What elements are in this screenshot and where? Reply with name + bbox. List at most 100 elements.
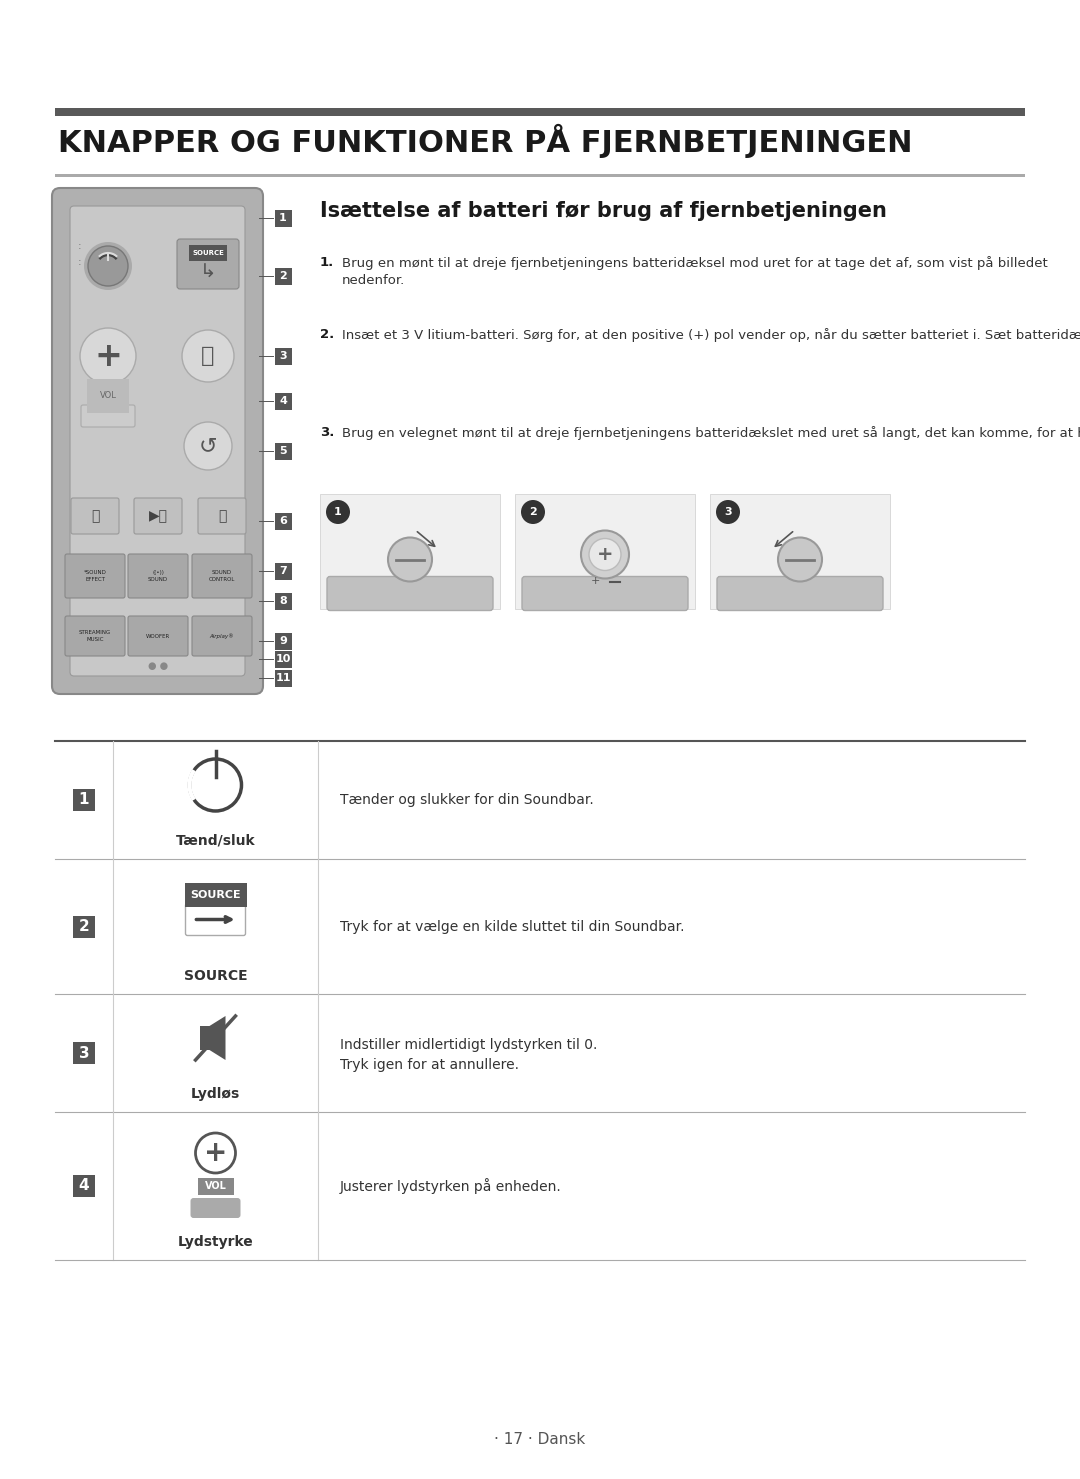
Text: 2.: 2. xyxy=(320,328,334,342)
Text: Justerer lydstyrken på enheden.: Justerer lydstyrken på enheden. xyxy=(340,1177,562,1194)
Circle shape xyxy=(778,537,822,581)
Text: 11: 11 xyxy=(275,673,291,683)
Text: 7: 7 xyxy=(279,566,287,575)
Circle shape xyxy=(581,531,629,578)
FancyBboxPatch shape xyxy=(717,577,883,611)
Text: Insæt et 3 V litium-batteri. Sørg for, at den positive (+) pol vender op, når du: Insæt et 3 V litium-batteri. Sørg for, a… xyxy=(342,328,1080,342)
FancyBboxPatch shape xyxy=(274,210,292,226)
Text: · 17 · Dansk: · 17 · Dansk xyxy=(495,1433,585,1448)
Text: ((•))
SOUND: ((•)) SOUND xyxy=(148,571,168,581)
Circle shape xyxy=(183,330,234,382)
Text: 4: 4 xyxy=(279,396,287,407)
Text: 3: 3 xyxy=(725,507,732,518)
Text: Lydstyrke: Lydstyrke xyxy=(177,1235,254,1248)
FancyBboxPatch shape xyxy=(710,494,890,609)
FancyBboxPatch shape xyxy=(327,577,492,611)
Bar xyxy=(55,175,1025,176)
FancyBboxPatch shape xyxy=(320,494,500,609)
Text: Isættelse af batteri før brug af fjernbetjeningen: Isættelse af batteri før brug af fjernbe… xyxy=(320,201,887,220)
Text: Brug en velegnet mønt til at dreje fjernbetjeningens batteridækslet med uret så : Brug en velegnet mønt til at dreje fjern… xyxy=(342,426,1080,439)
Circle shape xyxy=(388,537,432,581)
Text: SOURCE: SOURCE xyxy=(192,250,224,256)
Text: +: + xyxy=(597,544,613,563)
Text: Indstiller midlertidigt lydstyrken til 0.: Indstiller midlertidigt lydstyrken til 0… xyxy=(340,1038,597,1052)
Text: Tryk for at vælge en kilde sluttet til din Soundbar.: Tryk for at vælge en kilde sluttet til d… xyxy=(340,920,685,933)
FancyBboxPatch shape xyxy=(274,348,292,364)
Text: 3: 3 xyxy=(280,351,287,361)
Text: Brug en mønt til at dreje fjernbetjeningens batteridæksel mod uret for at tage d: Brug en mønt til at dreje fjernbetjening… xyxy=(342,256,1048,287)
Text: SOURCE: SOURCE xyxy=(190,889,241,899)
Text: 10: 10 xyxy=(275,654,291,664)
Text: Tryk igen for at annullere.: Tryk igen for at annullere. xyxy=(340,1057,519,1072)
FancyBboxPatch shape xyxy=(192,615,252,657)
FancyBboxPatch shape xyxy=(274,268,292,284)
FancyBboxPatch shape xyxy=(198,498,246,534)
Text: 1: 1 xyxy=(334,507,342,518)
Text: Tænd/sluk: Tænd/sluk xyxy=(176,834,255,847)
FancyBboxPatch shape xyxy=(185,883,246,907)
Text: +: + xyxy=(204,1139,227,1167)
Text: 2: 2 xyxy=(529,507,537,518)
FancyBboxPatch shape xyxy=(129,615,188,657)
Text: VOL: VOL xyxy=(204,1182,227,1191)
Text: 🔇: 🔇 xyxy=(201,346,215,365)
Text: 4: 4 xyxy=(79,1179,90,1194)
FancyBboxPatch shape xyxy=(198,1177,233,1195)
FancyBboxPatch shape xyxy=(274,562,292,580)
Text: Tænder og slukker for din Soundbar.: Tænder og slukker for din Soundbar. xyxy=(340,793,594,808)
Text: ↳: ↳ xyxy=(200,262,216,281)
Circle shape xyxy=(87,246,129,285)
Text: Lydløs: Lydløs xyxy=(191,1087,240,1100)
FancyBboxPatch shape xyxy=(515,494,696,609)
FancyBboxPatch shape xyxy=(200,1026,210,1050)
FancyBboxPatch shape xyxy=(134,498,183,534)
FancyBboxPatch shape xyxy=(65,615,125,657)
FancyBboxPatch shape xyxy=(129,555,188,598)
FancyBboxPatch shape xyxy=(274,633,292,649)
FancyBboxPatch shape xyxy=(274,442,292,460)
Text: ⏭: ⏭ xyxy=(218,509,226,524)
FancyBboxPatch shape xyxy=(73,1174,95,1197)
Text: +: + xyxy=(591,577,599,587)
Bar xyxy=(55,108,1025,115)
Text: 1.: 1. xyxy=(320,256,334,269)
Text: 6: 6 xyxy=(279,516,287,527)
FancyBboxPatch shape xyxy=(274,593,292,609)
Text: SOURCE: SOURCE xyxy=(184,969,247,984)
Text: 9: 9 xyxy=(279,636,287,646)
FancyBboxPatch shape xyxy=(73,1043,95,1063)
FancyBboxPatch shape xyxy=(274,513,292,529)
Circle shape xyxy=(716,500,740,524)
FancyBboxPatch shape xyxy=(65,555,125,598)
Text: 1: 1 xyxy=(79,793,90,808)
Text: 5: 5 xyxy=(280,447,287,456)
Text: 3: 3 xyxy=(79,1046,90,1060)
FancyBboxPatch shape xyxy=(52,188,264,694)
Circle shape xyxy=(589,538,621,571)
FancyBboxPatch shape xyxy=(192,555,252,598)
FancyBboxPatch shape xyxy=(189,246,227,260)
Circle shape xyxy=(184,422,232,470)
Text: KNAPPER OG FUNKTIONER PÅ FJERNBETJENINGEN: KNAPPER OG FUNKTIONER PÅ FJERNBETJENINGE… xyxy=(58,124,913,158)
Text: 8: 8 xyxy=(279,596,287,606)
FancyBboxPatch shape xyxy=(73,788,95,810)
FancyBboxPatch shape xyxy=(71,498,119,534)
FancyBboxPatch shape xyxy=(190,1198,241,1219)
FancyBboxPatch shape xyxy=(522,577,688,611)
Text: WOOFER: WOOFER xyxy=(146,633,171,639)
FancyBboxPatch shape xyxy=(70,206,245,676)
Text: SOUND
CONTROL: SOUND CONTROL xyxy=(208,571,235,581)
FancyBboxPatch shape xyxy=(73,916,95,938)
Text: 2: 2 xyxy=(79,918,90,935)
Circle shape xyxy=(326,500,350,524)
FancyBboxPatch shape xyxy=(274,392,292,410)
Text: Airplay®: Airplay® xyxy=(210,633,234,639)
FancyBboxPatch shape xyxy=(81,405,135,427)
Text: STREAMING
MUSIC: STREAMING MUSIC xyxy=(79,630,111,642)
FancyBboxPatch shape xyxy=(177,240,239,288)
Text: *SOUND
EFFECT: *SOUND EFFECT xyxy=(83,571,107,581)
Polygon shape xyxy=(210,1016,226,1060)
Circle shape xyxy=(80,328,136,385)
Text: 2: 2 xyxy=(279,271,287,281)
Text: 3.: 3. xyxy=(320,426,335,439)
